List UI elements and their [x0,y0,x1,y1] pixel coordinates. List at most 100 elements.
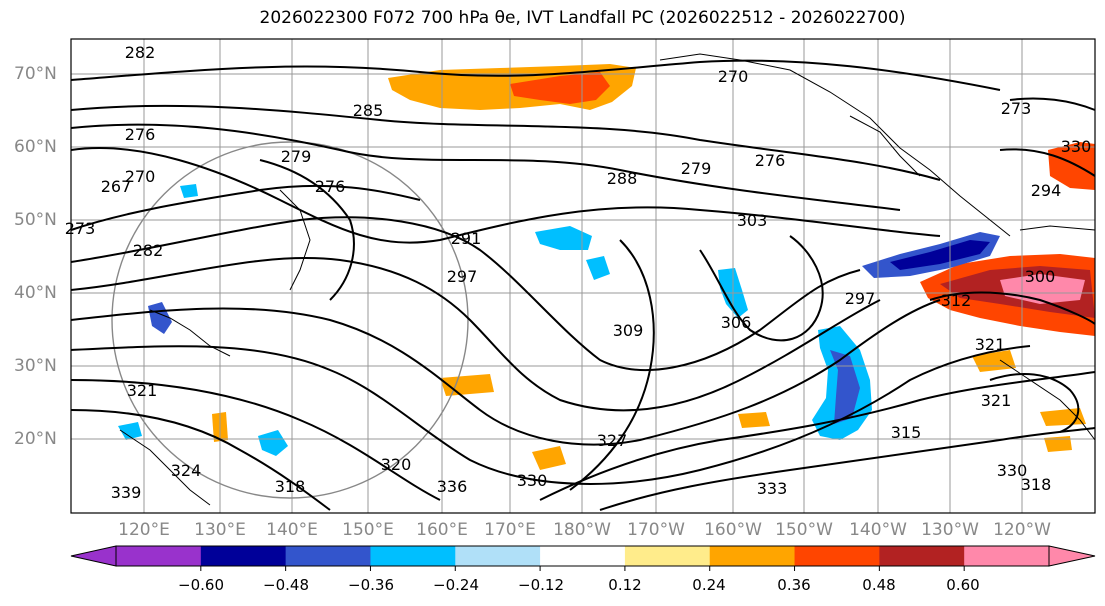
colorbar-extend-min [70,545,117,567]
colorbar-segment [964,546,1050,566]
colorbar-tick-label: −0.36 [348,576,394,594]
lat-label-30n: 30°N [14,356,57,376]
contour-label: 270 [718,67,749,86]
colorbar-segment [285,546,371,566]
contour-label: 303 [737,211,768,230]
map-frame [70,38,1096,514]
contour-label: 327 [597,431,628,450]
colorbar-tick-label: −0.24 [433,576,479,594]
lon-label-170w: 170°W [627,520,685,540]
contour-label: 330 [997,461,1028,480]
lon-label-150e: 150°E [342,520,394,540]
colorbar-tick-label: 0.12 [608,576,642,594]
contour-label: 291 [451,229,482,248]
contour-label: 279 [681,159,712,178]
lat-label-20n: 20°N [14,429,57,449]
lon-label-170e: 170°E [484,520,536,540]
contour-label: 276 [755,151,786,170]
lon-label-180w: 180°W [553,520,611,540]
contour-label: 315 [891,423,922,442]
colorbar-tick-label: 0.60 [946,576,980,594]
lat-label-40n: 40°N [14,283,57,303]
colorbar-segment [116,546,202,566]
lon-label-140e: 140°E [266,520,318,540]
colorbar-tick-label: −0.60 [178,576,224,594]
colorbar-segment [709,546,796,566]
contour-label: 282 [133,241,164,260]
range-ring [111,141,469,499]
contour-label: 306 [721,313,752,332]
lat-label-60n: 60°N [14,137,57,157]
lon-label-140w: 140°W [849,520,907,540]
positive-shading-patch-3 [738,412,770,428]
contour-label: 285 [353,101,384,120]
negative-shading-patch-5 [118,422,142,440]
lon-label-150w: 150°W [775,520,833,540]
negative-shading-patch-1 [535,226,592,250]
contour-label: 267 [101,177,132,196]
contour-label: 321 [975,335,1006,354]
colorbar-segment [370,546,456,566]
contour-label: 273 [1001,99,1032,118]
colorbar-segment [624,546,711,566]
contour-label: 312 [941,291,972,310]
negative-shading-coast-core [890,240,990,270]
contour-label: 300 [1025,267,1056,286]
positive-shading-patch-2 [532,446,566,470]
colorbar [70,545,1096,571]
map-title: 2026022300 F072 700 hPa θe, IVT Landfall… [259,8,906,28]
negative-shading-patch-6 [586,256,610,280]
contour-label: 339 [111,483,142,502]
positive-shading-ne [1048,142,1095,190]
colorbar-tick-label: −0.48 [263,576,309,594]
colorbar-tick-label: 0.48 [862,576,896,594]
colorbar-segment [200,546,287,566]
contour-label: 333 [757,479,788,498]
coastlines [119,53,1096,506]
lon-label-160w: 160°W [704,520,762,540]
contour-label: 320 [381,455,412,474]
lon-label-130e: 130°E [194,520,246,540]
negative-shading-tongue-core [830,350,860,424]
positive-shading-north-core [510,72,610,104]
contour-label: 336 [437,477,468,496]
contour-label: 330 [517,471,548,490]
contour-label: 279 [281,147,312,166]
contour-label: 273 [65,219,96,238]
lon-label-120w: 120°W [993,520,1051,540]
contour-label: 321 [981,391,1012,410]
colorbar-extend-max [1048,545,1096,567]
contour-label: 318 [275,477,306,496]
negative-shading-patch-7 [180,184,198,198]
lat-label-50n: 50°N [14,210,57,230]
colorbar-frame [115,545,1050,567]
contour-label: 321 [127,381,158,400]
graticule [71,39,1095,513]
contour-label: 324 [171,461,202,480]
contour-label: 297 [845,289,876,308]
contour-label: 282 [125,43,156,62]
colorbar-segment [540,546,626,566]
lon-label-130w: 130°W [921,520,979,540]
colorbar-segment [455,546,541,566]
lon-label-120e: 120°E [118,520,170,540]
contour-label: 318 [1021,475,1052,494]
contour-labels: 2822702732852762792762792882762942672702… [65,43,1092,502]
map-background [71,39,1095,513]
colorbar-tick-label: 0.24 [692,576,726,594]
theta-e-contours [70,59,1096,511]
contour-label: 276 [315,177,346,196]
colorbar-segment [794,546,880,566]
lat-label-70n: 70°N [14,64,57,84]
contour-label: 270 [125,167,156,186]
colorbar-segment [879,546,965,566]
contour-label: 309 [613,321,644,340]
contour-label: 288 [607,169,638,188]
colorbar-tick-label: −0.12 [518,576,564,594]
colorbar-tick-label: 0.36 [777,576,811,594]
contour-label: 330 [1061,137,1092,156]
contour-label: 297 [447,267,478,286]
contour-label: 276 [125,125,156,144]
contour-label: 294 [1031,181,1062,200]
